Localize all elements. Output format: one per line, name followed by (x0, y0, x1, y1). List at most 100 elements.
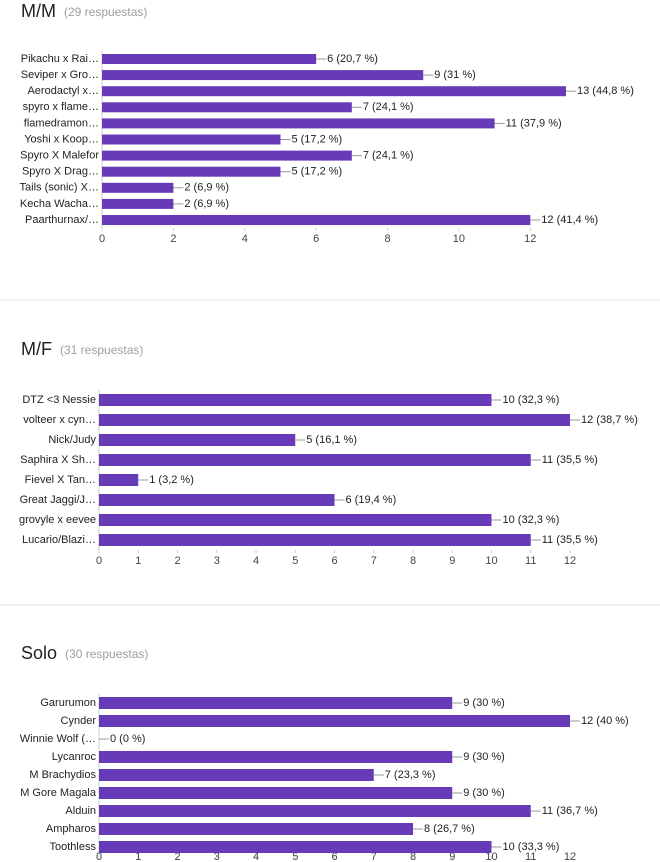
bar (102, 70, 424, 81)
value-label: 9 (31 %) (434, 69, 476, 81)
bar (99, 805, 531, 817)
category-label: Tails (sonic) X… (20, 182, 99, 194)
category-label: Aerodactyl x… (27, 85, 99, 97)
category-label: Alduin (65, 805, 96, 817)
bar (99, 823, 413, 835)
x-tick-label: 10 (485, 851, 497, 862)
bar (102, 54, 317, 64)
bar (99, 474, 139, 486)
value-label: 12 (38,7 %) (581, 414, 638, 426)
bar (99, 514, 492, 526)
category-label: flamedramon… (24, 117, 99, 129)
x-tick-label: 5 (292, 851, 298, 862)
value-label: 7 (23,3 %) (385, 769, 436, 781)
value-label: 7 (24,1 %) (363, 101, 414, 113)
x-tick-label: 2 (174, 851, 180, 862)
category-label: M Gore Magala (20, 787, 97, 799)
x-tick-label: 3 (214, 851, 220, 862)
x-tick-label: 11 (525, 851, 536, 862)
category-label: Spyro X Malefor (20, 150, 99, 162)
value-label: 12 (40 %) (581, 715, 629, 727)
value-label: 11 (35,5 %) (542, 534, 598, 546)
category-label: Lucario/Blazi… (22, 534, 96, 546)
x-tick-label: 8 (384, 233, 390, 245)
category-label: Fievel X Tan… (25, 474, 96, 486)
x-tick-label: 0 (99, 233, 105, 245)
x-tick-label: 2 (174, 555, 180, 567)
bar (99, 494, 335, 506)
x-tick-label: 1 (135, 851, 141, 862)
x-tick-label: 7 (371, 555, 377, 567)
category-label: Toothless (50, 841, 97, 853)
x-tick-label: 9 (449, 555, 455, 567)
x-tick-label: 6 (331, 851, 337, 862)
x-tick-label: 3 (214, 555, 220, 567)
value-label: 13 (44,8 %) (577, 85, 634, 97)
chart-title: M/M (21, 1, 56, 21)
bar (99, 787, 453, 799)
value-label: 11 (35,5 %) (542, 454, 598, 466)
x-tick-label: 11 (525, 555, 536, 567)
value-label: 11 (36,7 %) (542, 805, 598, 817)
category-label: Saphira X Sh… (20, 454, 96, 466)
x-tick-label: 6 (313, 233, 319, 245)
chart-subtitle: (31 respuestas) (60, 343, 143, 357)
bar (102, 198, 174, 209)
category-label: Nick/Judy (48, 434, 96, 446)
bar (99, 715, 570, 727)
bar (102, 118, 495, 129)
x-tick-label: 12 (564, 555, 576, 567)
bar (99, 454, 531, 466)
category-label: DTZ <3 Nessie (22, 394, 96, 406)
bar (99, 434, 296, 446)
bar (99, 697, 453, 709)
value-label: 8 (26,7 %) (424, 823, 475, 835)
value-label: 7 (24,1 %) (363, 150, 414, 162)
value-label: 2 (6,9 %) (184, 198, 229, 210)
category-label: volteer x cyn… (23, 414, 96, 426)
value-label: 10 (33,3 %) (503, 841, 560, 853)
value-label: 11 (37,9 %) (506, 117, 562, 129)
category-label: Garurumon (40, 697, 96, 709)
value-label: 5 (17,2 %) (291, 133, 342, 145)
value-label: 10 (32,3 %) (503, 394, 560, 406)
value-label: 9 (30 %) (463, 751, 505, 763)
x-tick-label: 2 (170, 233, 176, 245)
x-tick-label: 0 (96, 851, 102, 862)
value-label: 0 (0 %) (110, 733, 145, 745)
x-tick-label: 5 (292, 555, 298, 567)
category-label: Ampharos (46, 823, 97, 835)
value-label: 6 (20,7 %) (327, 53, 378, 65)
category-label: Yoshi x Koop… (24, 133, 99, 145)
value-label: 12 (41,4 %) (541, 214, 598, 226)
bar (102, 215, 531, 225)
category-label: M Brachydios (29, 769, 96, 781)
category-label: Lycanroc (52, 751, 97, 763)
category-label: spyro x flame… (23, 101, 99, 113)
bar (102, 166, 281, 177)
x-tick-label: 8 (410, 851, 416, 862)
x-tick-label: 7 (371, 851, 377, 862)
value-label: 5 (16,1 %) (306, 434, 357, 446)
x-tick-label: 12 (564, 851, 576, 862)
bar (102, 86, 566, 97)
bar (99, 751, 453, 763)
bar (99, 534, 531, 546)
category-label: Great Jaggi/J… (20, 494, 96, 506)
x-tick-label: 9 (449, 851, 455, 862)
value-label: 6 (19,4 %) (346, 494, 397, 506)
bar (102, 102, 352, 113)
category-label: Winnie Wolf (… (20, 733, 96, 745)
category-label: Cynder (61, 715, 97, 727)
bar (99, 414, 570, 426)
value-label: 1 (3,2 %) (149, 474, 194, 486)
value-label: 10 (32,3 %) (503, 514, 560, 526)
bar (99, 394, 492, 406)
x-tick-label: 4 (253, 851, 259, 862)
x-tick-label: 1 (135, 555, 141, 567)
bar (99, 841, 492, 853)
x-tick-label: 12 (524, 233, 536, 245)
chart-title: M/F (21, 339, 52, 359)
chart-title: Solo (21, 643, 57, 663)
